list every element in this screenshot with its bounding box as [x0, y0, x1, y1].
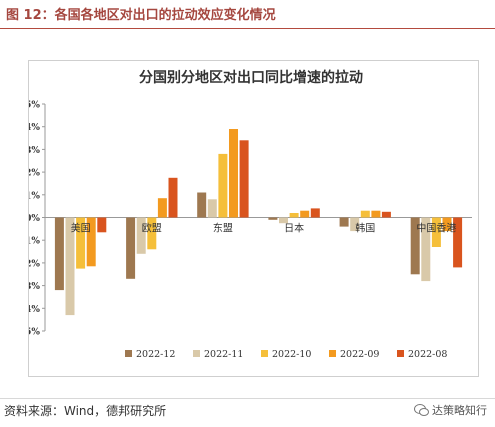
- legend-swatch: [261, 350, 268, 357]
- legend-swatch: [125, 350, 132, 357]
- legend-label: 2022-11: [204, 349, 243, 360]
- category-label: 东盟: [213, 222, 233, 235]
- y-tick-label: -3%: [29, 282, 40, 292]
- bar-2022-10-东盟: [218, 153, 228, 218]
- bar-2022-12-日本: [268, 217, 278, 220]
- legend-swatch: [193, 350, 200, 357]
- bar-2022-10-中国香港: [431, 217, 441, 247]
- bar-2022-11-东盟: [207, 199, 217, 218]
- bar-2022-09-欧盟: [157, 198, 167, 218]
- footer-divider: [0, 398, 495, 399]
- y-tick-label: 2%: [29, 169, 40, 179]
- bar-2022-11-日本: [279, 217, 288, 224]
- bar-2022-10-美国: [76, 217, 86, 269]
- figure-title: 图 12：各国各地区对出口的拉动效应变化情况: [6, 8, 276, 23]
- category-label: 日本: [284, 222, 304, 235]
- watermark-text: 达策略知行: [432, 404, 487, 417]
- legend-label: 2022-12: [136, 349, 175, 360]
- bar-2022-11-欧盟: [136, 217, 146, 254]
- category-label: 欧盟: [142, 223, 162, 235]
- bar-2022-09-中国香港: [442, 217, 452, 232]
- bar-2022-11-韩国: [350, 217, 360, 232]
- bar-2022-08-日本: [310, 208, 320, 218]
- bar-2022-10-韩国: [360, 210, 370, 218]
- bar-2022-12-韩国: [339, 217, 349, 227]
- source-note: 资料来源：Wind，德邦研究所: [4, 404, 167, 418]
- bar-2022-12-东盟: [197, 192, 207, 218]
- legend-label: 2022-09: [340, 349, 379, 360]
- bar-2022-12-中国香港: [410, 217, 420, 275]
- legend-swatch: [397, 350, 404, 357]
- y-tick-label: 5%: [29, 101, 40, 111]
- bar-2022-09-东盟: [229, 129, 238, 218]
- bar-2022-12-欧盟: [126, 217, 136, 279]
- y-tick-label: -5%: [29, 328, 40, 338]
- category-label: 美国: [71, 222, 91, 235]
- bar-2022-08-韩国: [381, 211, 391, 218]
- y-tick-label: 4%: [29, 123, 40, 133]
- category-label: 韩国: [355, 222, 375, 235]
- chart-frame: 分国别分地区对出口同比增速的拉动 5% 4% 3% 2% 1% 0% -1% -2% -3% -4…: [28, 60, 479, 377]
- category-label: 中国香港: [416, 222, 456, 235]
- bar-chart: 分国别分地区对出口同比增速的拉动 5% 4% 3% 2% 1% 0% -1% -2% -3% -4…: [29, 69, 472, 360]
- legend-swatch: [329, 350, 336, 357]
- watermark: 达策略知行: [414, 402, 487, 418]
- bar-2022-08-东盟: [239, 140, 249, 218]
- bar-2022-11-美国: [65, 217, 75, 316]
- bar-2022-10-日本: [289, 213, 299, 218]
- wechat-icon: [414, 404, 429, 416]
- legend-label: 2022-08: [408, 349, 447, 360]
- bar-2022-08-欧盟: [168, 177, 178, 218]
- bar-2022-09-日本: [300, 210, 310, 218]
- bar-2022-08-中国香港: [453, 217, 463, 268]
- bar-2022-12-美国: [54, 217, 64, 291]
- y-tick-label: 3%: [29, 146, 40, 156]
- y-tick-label: 1%: [29, 191, 40, 201]
- legend-label: 2022-10: [272, 349, 311, 360]
- bar-2022-11-中国香港: [421, 217, 431, 282]
- y-tick-label: -2%: [29, 259, 40, 269]
- y-tick-label: 0%: [29, 214, 40, 224]
- bar-2022-10-欧盟: [147, 217, 157, 250]
- chart-title: 分国别分地区对出口同比增速的拉动: [139, 69, 363, 86]
- bar-2022-09-美国: [86, 217, 96, 267]
- title-divider: [0, 28, 495, 29]
- y-tick-label: -4%: [29, 305, 40, 315]
- bar-2022-09-韩国: [371, 210, 381, 218]
- bar-2022-08-美国: [97, 217, 107, 233]
- y-tick-label: -1%: [29, 237, 40, 247]
